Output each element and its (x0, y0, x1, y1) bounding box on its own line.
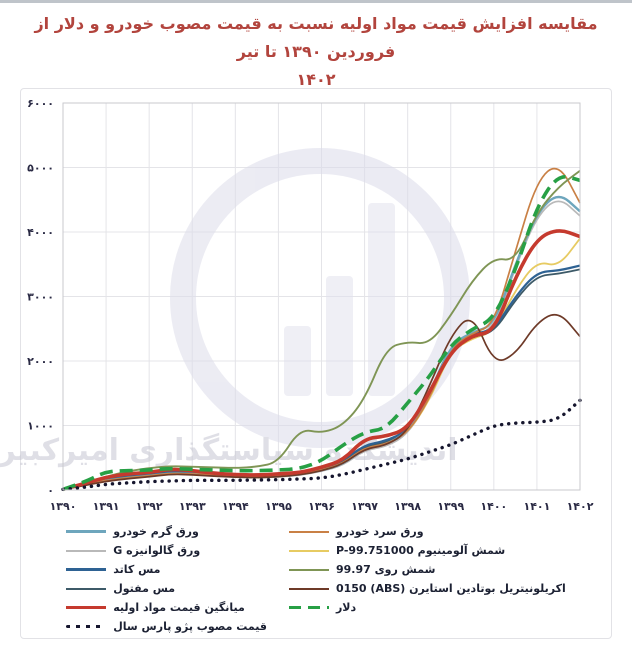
legend-label: شمش روی 99.97 (335, 563, 436, 576)
legend-marker (288, 605, 329, 610)
legend-label: ورق گرم خودرو (113, 525, 199, 538)
legend-item: مس کاتد (66, 562, 267, 577)
legend-marker (288, 568, 329, 571)
legend-item: مس مفتول (66, 581, 267, 596)
legend-label: دلار (335, 601, 357, 614)
legend-marker (288, 530, 329, 533)
page-title-line-1: مقایسه افزایش قیمت مواد اولیه نسبت به قی… (34, 14, 598, 61)
page-title: مقایسه افزایش قیمت مواد اولیه نسبت به قی… (30, 10, 602, 94)
legend-item: دلار (288, 600, 566, 615)
top-divider (0, 0, 632, 3)
page-title-line-2: ۱۴۰۲ (296, 70, 336, 89)
legend-item: شمش روی 99.97 (288, 562, 566, 577)
legend-item: ورق گرم خودرو (66, 524, 267, 539)
legend-item: شمش آلومینیوم P-99.751000 (288, 543, 566, 558)
legend-marker (66, 568, 107, 571)
legend-marker (66, 587, 107, 590)
legend-label: قیمت مصوب پژو پارس سال (113, 620, 267, 633)
legend-item: میانگین قیمت مواد اولیه (66, 600, 267, 615)
legend-marker (66, 605, 107, 610)
legend-marker (66, 624, 107, 629)
legend-item: اکریلونیتریل بوتادین استایرن (ABS) 0150 (288, 581, 566, 596)
legend-column-left: ورق گرم خودرو ورق گالوانیزه G مس کاتد مس مف… (66, 524, 267, 634)
legend-column-right: ورق سرد خودرو شمش آلومینیوم P-99.751000 شم… (288, 524, 566, 634)
legend-marker (66, 530, 107, 533)
chart-legend: ورق گرم خودرو ورق گالوانیزه G مس کاتد مس مف… (0, 524, 632, 634)
legend-label: ورق گالوانیزه G (113, 544, 201, 557)
legend-item: ورق سرد خودرو (288, 524, 566, 539)
legend-marker (288, 549, 329, 552)
legend-label: مس مفتول (113, 582, 176, 595)
legend-label: مس کاتد (113, 563, 161, 576)
legend-item: قیمت مصوب پژو پارس سال (66, 619, 267, 634)
legend-label: میانگین قیمت مواد اولیه (113, 601, 245, 614)
legend-label: ورق سرد خودرو (335, 525, 424, 538)
legend-marker (288, 587, 329, 590)
legend-item: ورق گالوانیزه G (66, 543, 267, 558)
legend-label: شمش آلومینیوم P-99.751000 (335, 544, 506, 557)
legend-label: اکریلونیتریل بوتادین استایرن (ABS) 0150 (335, 582, 566, 595)
legend-marker (66, 549, 107, 552)
